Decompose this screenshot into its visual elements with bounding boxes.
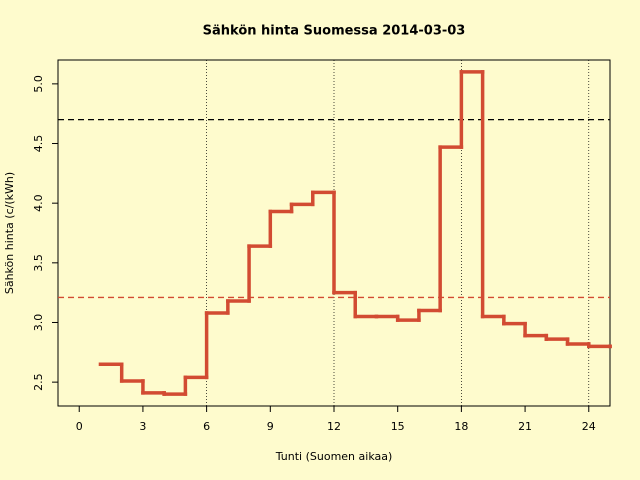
x-tick-label: 24 bbox=[582, 420, 596, 433]
x-tick-label: 12 bbox=[327, 420, 341, 433]
x-tick-label: 15 bbox=[391, 420, 405, 433]
y-tick-label: 5.0 bbox=[32, 75, 45, 93]
y-axis-label: Sähkön hinta (c/(kWh) bbox=[3, 172, 16, 294]
y-tick-label: 4.0 bbox=[32, 194, 45, 212]
y-tick-label: 2.5 bbox=[32, 373, 45, 391]
x-tick-label: 6 bbox=[203, 420, 210, 433]
x-tick-label: 9 bbox=[267, 420, 274, 433]
x-tick-label: 0 bbox=[76, 420, 83, 433]
x-axis-label: Tunti (Suomen aikaa) bbox=[275, 450, 393, 463]
x-tick-label: 3 bbox=[139, 420, 146, 433]
y-tick-label: 4.5 bbox=[32, 135, 45, 153]
y-tick-label: 3.0 bbox=[32, 314, 45, 332]
chart-title: Sähkön hinta Suomessa 2014-03-03 bbox=[203, 24, 466, 39]
x-tick-label: 21 bbox=[518, 420, 532, 433]
y-tick-label: 3.5 bbox=[32, 254, 45, 272]
x-tick-label: 18 bbox=[454, 420, 468, 433]
